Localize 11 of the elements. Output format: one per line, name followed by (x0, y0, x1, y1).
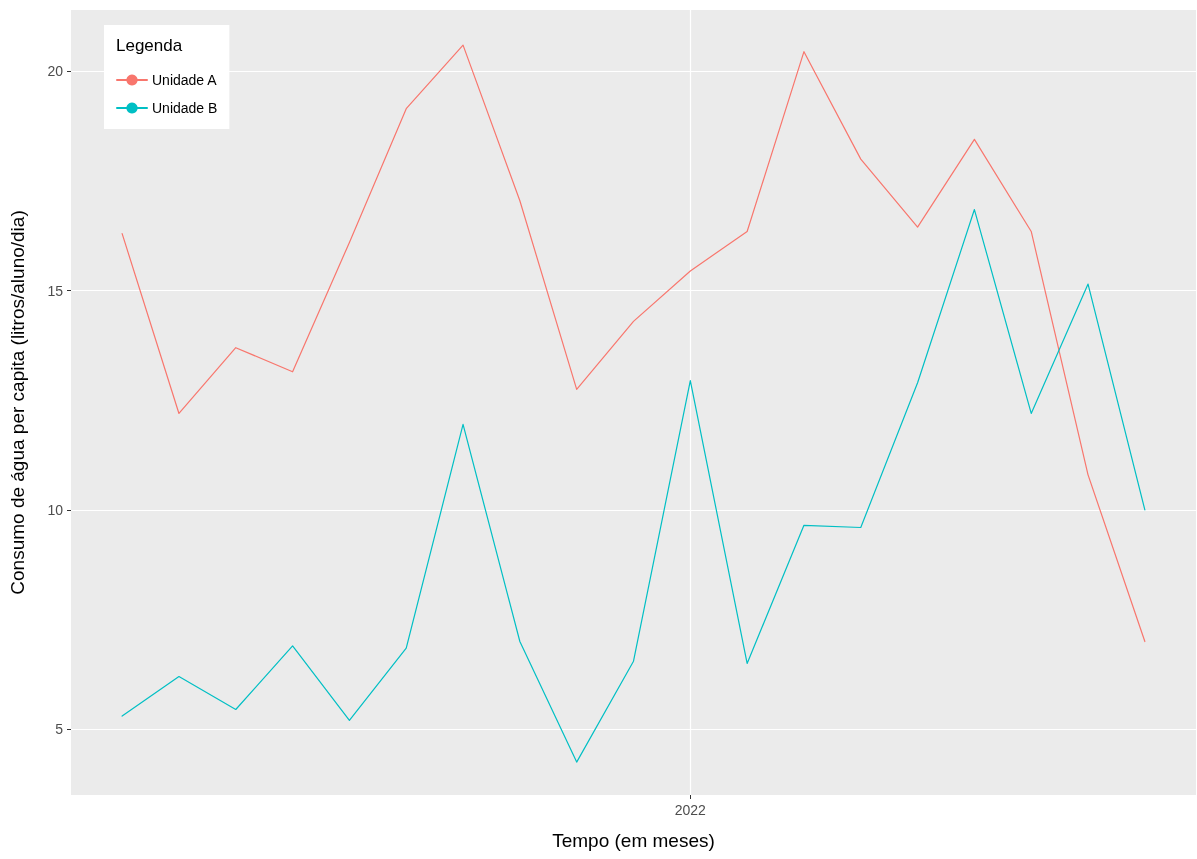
legend-title: Legenda (116, 36, 183, 55)
legend-label: Unidade B (152, 100, 218, 116)
y-tick-label: 15 (47, 282, 64, 299)
y-axis-title: Consumo de água per capita (litros/aluno/dia) (7, 210, 28, 595)
y-tick-label: 10 (47, 501, 64, 518)
x-axis-title: Tempo (em meses) (552, 830, 715, 851)
line-series (121, 208, 1146, 763)
y-tick-label: 5 (55, 721, 64, 738)
legend-label: Unidade A (152, 72, 218, 88)
y-tick-label: 20 (47, 63, 64, 80)
x-tick-label: 2022 (674, 802, 707, 818)
